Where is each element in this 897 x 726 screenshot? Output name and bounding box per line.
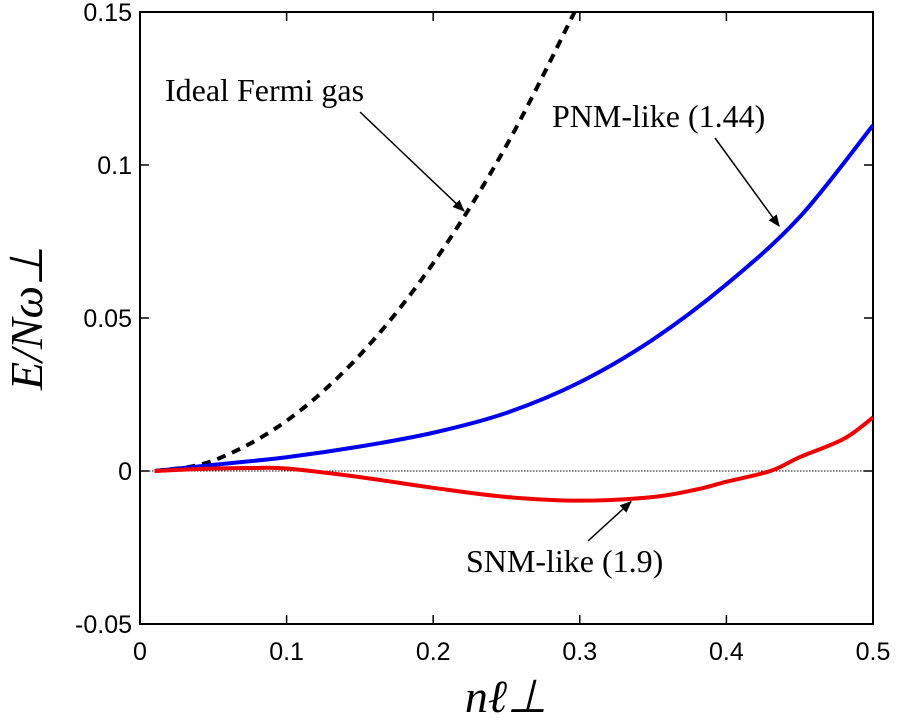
x-tick-label: 0 (133, 638, 147, 666)
x-tick-label: 0.1 (269, 638, 304, 666)
y-tick-label: 0 (118, 458, 132, 486)
series-line-2 (154, 415, 873, 503)
x-axis-title: nℓ⊥ (465, 671, 547, 722)
x-tick-label: 0.5 (856, 638, 891, 666)
annotation-label-1: PNM-like (1.44) (552, 98, 765, 134)
series-line-0 (154, 12, 577, 473)
annotation-label-2: SNM-like (1.9) (466, 543, 663, 579)
y-axis-title: E/Nω⊥ (1, 246, 52, 391)
series-group (154, 12, 873, 503)
annotation-arrow-2 (587, 500, 632, 542)
series-line-1 (154, 123, 873, 473)
annotation-arrow-1 (714, 137, 780, 228)
x-tick-label: 0.4 (709, 638, 744, 666)
x-tick-label: 0.3 (562, 638, 597, 666)
y-tick-label: 0.1 (97, 152, 132, 180)
x-tick-label: 0.2 (416, 638, 451, 666)
annotation-arrow-0 (359, 111, 465, 212)
annotations-group: Ideal Fermi gas PNM-like (1.44) SNM-like (… (165, 72, 780, 579)
y-tick-label: 0.15 (83, 0, 132, 27)
annotation-label-0: Ideal Fermi gas (165, 72, 364, 108)
y-tick-label: 0.05 (83, 305, 132, 333)
y-tick-label: -0.05 (75, 611, 132, 639)
